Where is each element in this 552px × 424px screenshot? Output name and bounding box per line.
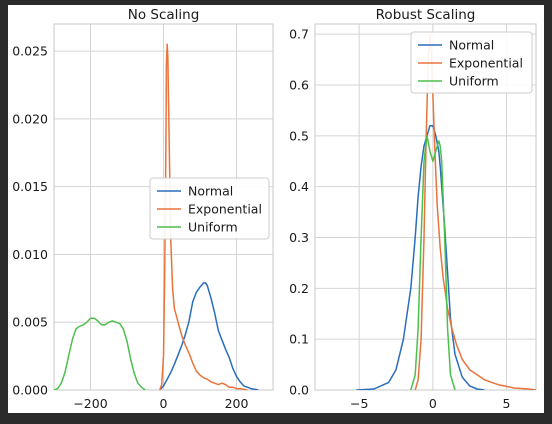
axes-frame: [314, 23, 537, 391]
legend-label: Normal: [188, 184, 233, 199]
legend-label: Uniform: [188, 220, 238, 235]
y-tick-label: 0.1: [289, 332, 309, 347]
y-tick-label: 0.7: [289, 27, 309, 42]
y-tick-label: 0.4: [289, 179, 309, 194]
y-tick-label: 0.020: [12, 111, 48, 126]
series-line-uniform: [54, 317, 146, 390]
x-tick-label: 200: [225, 396, 249, 411]
chart-title: No Scaling: [128, 7, 200, 23]
plot-panel-1: −200 0 200 0.000 0.005 0.010 0.015 0.020 0.025 No…: [12, 7, 274, 411]
y-tick-label: 0.025: [12, 44, 48, 59]
x-tick-label: −200: [73, 396, 107, 411]
legend-box: [149, 177, 270, 240]
chart-title: Robust Scaling: [376, 7, 476, 23]
y-tick-label: 0.010: [12, 247, 48, 262]
legend-label: Uniform: [449, 74, 499, 89]
y-tick-label: 0.0: [289, 383, 309, 398]
y-tick-label: 0.6: [289, 78, 309, 93]
y-tick-label: 0.005: [12, 315, 48, 330]
y-tick-label: 0.3: [289, 230, 309, 245]
y-tick-label: 0.000: [12, 383, 48, 398]
series-line-normal: [159, 282, 259, 390]
series-line-uniform: [410, 135, 456, 390]
legend: Normal Exponential Uniform: [149, 177, 270, 240]
legend-label: Exponential: [449, 56, 523, 71]
chart-figure: −200 0 2000.0000.0050.0100.0150.0200.025No…: [12, 7, 537, 411]
axes-frame: [53, 23, 274, 391]
legend-box: [410, 31, 533, 94]
x-tick-label: 5: [503, 396, 511, 411]
series-line-exponential: [159, 43, 248, 390]
legend-label: Exponential: [188, 202, 262, 217]
figure-canvas: −200 0 200 0.000 0.005 0.010 0.015 0.020 0.025 No…: [8, 5, 544, 413]
y-tick-label: 0.015: [12, 179, 48, 194]
x-tick-label: 0: [429, 396, 437, 411]
x-tick-label: −5: [350, 396, 368, 411]
legend-label: Normal: [449, 38, 494, 53]
plot-panel-2: −5 0 5 0.0 0.1 0.2 0.3 0.4 0.5 0.6 0.7 Robust Scali…: [289, 7, 537, 411]
y-tick-label: 0.5: [289, 128, 309, 143]
x-tick-label: 0: [160, 396, 168, 411]
series-line-normal: [356, 124, 485, 390]
legend: Normal Exponential Uniform: [410, 31, 533, 94]
y-tick-label: 0.2: [289, 281, 309, 296]
